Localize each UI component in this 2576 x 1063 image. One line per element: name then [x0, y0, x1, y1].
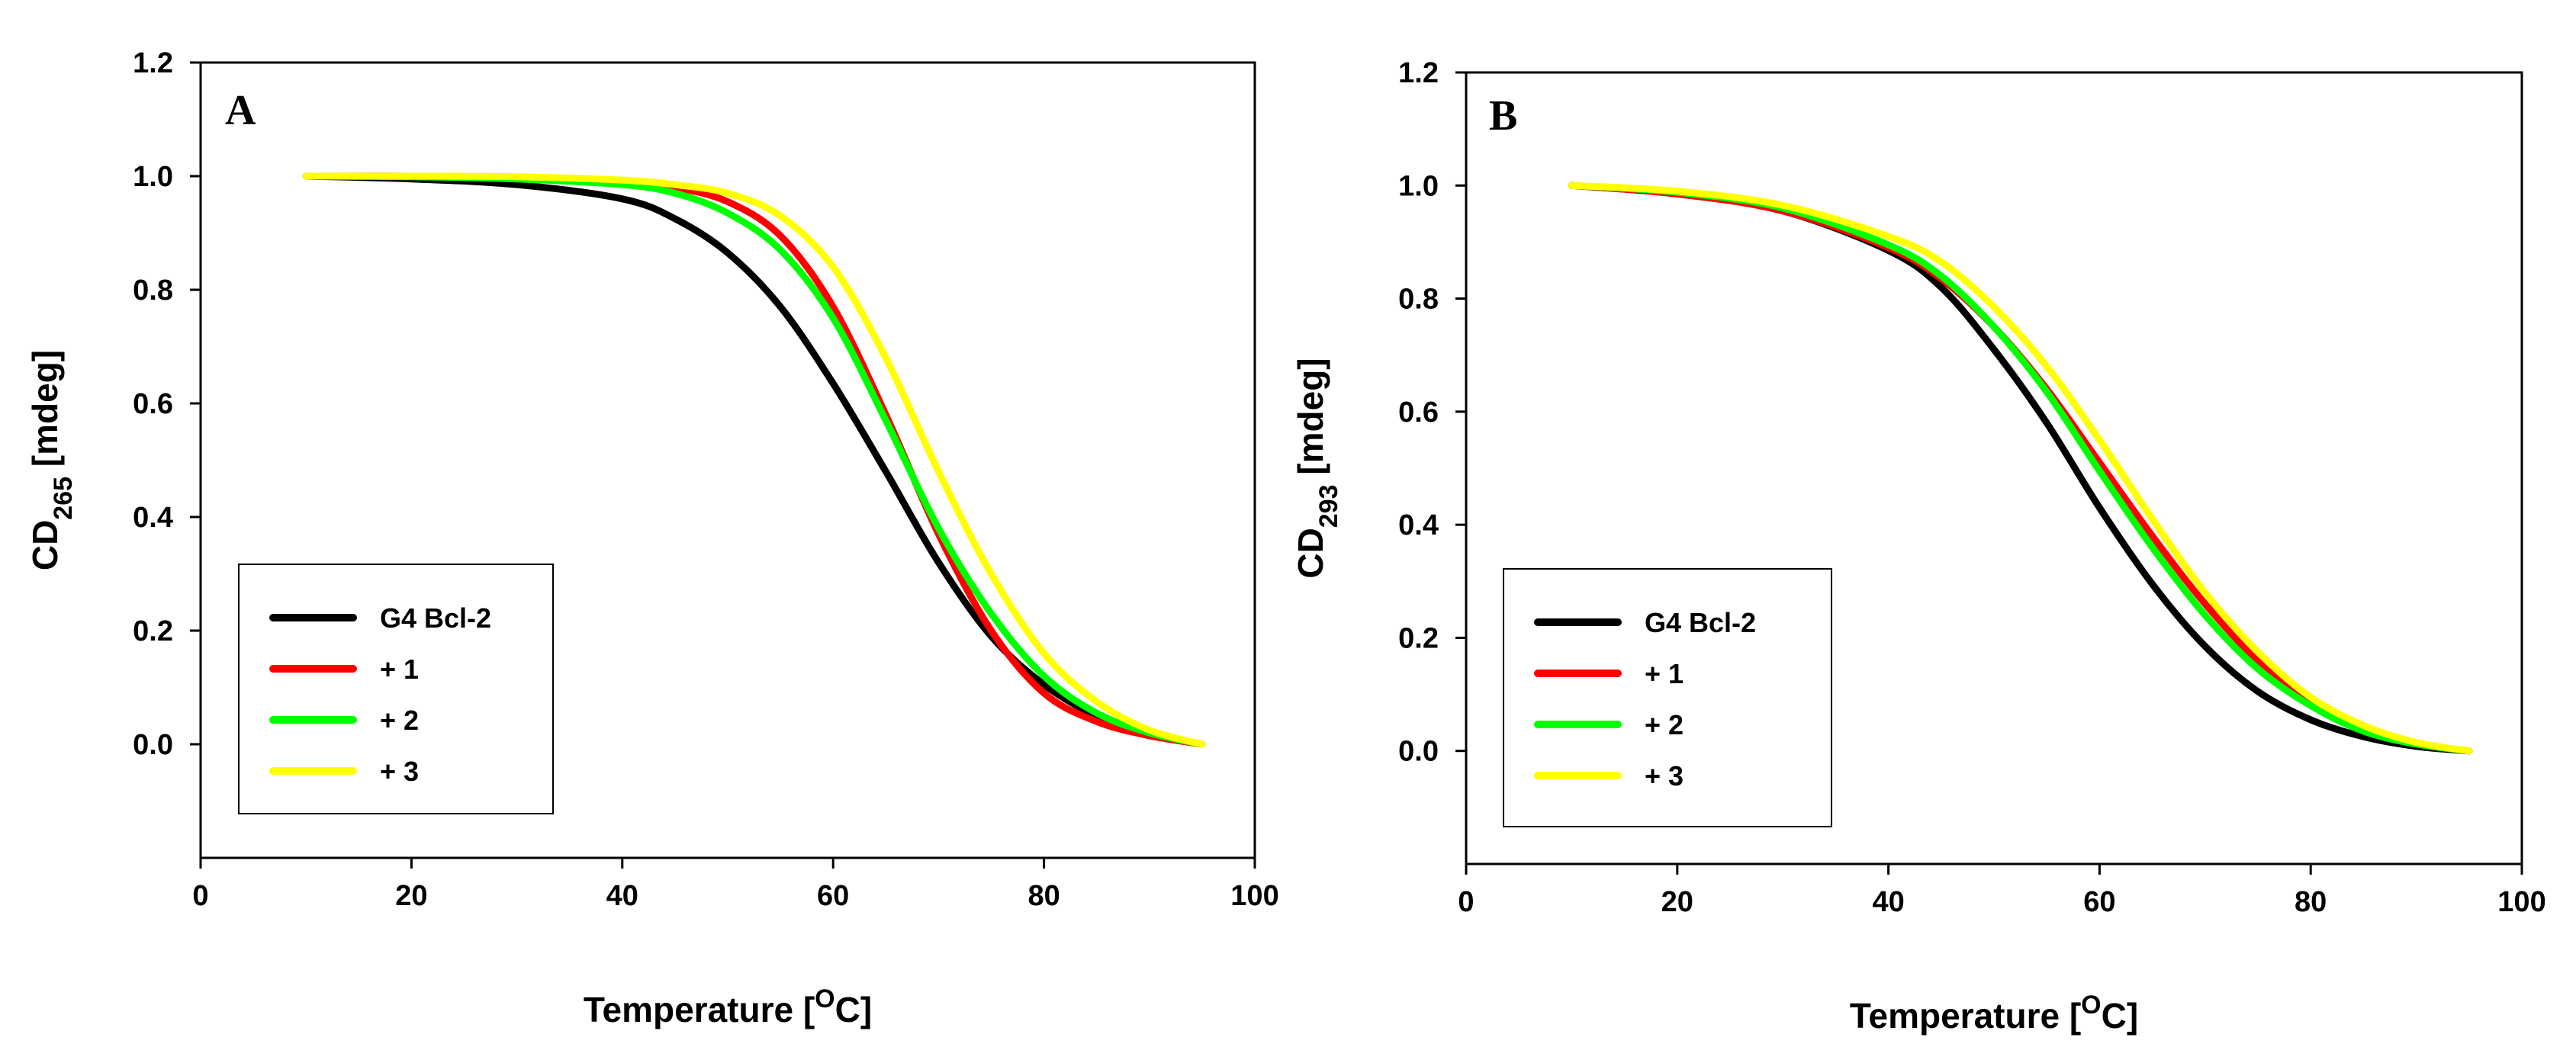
y-axis-title: CD293 [mdeg]: [1291, 358, 1343, 578]
plot-frame: [1465, 71, 2523, 865]
y-tick-label: 0.4: [1398, 509, 1439, 541]
y-tick-label: 1.0: [133, 161, 173, 193]
x-axis-title: Temperature [OC]: [584, 984, 872, 1029]
x-tick-label: 40: [606, 880, 638, 912]
x-tick-label: 60: [817, 880, 849, 912]
y-tick-label: 0.6: [133, 388, 173, 420]
legend-label: + 1: [1645, 658, 1684, 689]
x-tick-label: 0: [192, 880, 208, 912]
x-axis-title: Temperature [OC]: [1850, 991, 2138, 1036]
panel-letter: A: [225, 87, 256, 134]
legend-label: + 1: [380, 654, 419, 685]
legend-label: G4 Bcl-2: [1645, 607, 1756, 638]
legend-label: G4 Bcl-2: [380, 602, 491, 634]
y-tick-label: 1.2: [1398, 57, 1439, 89]
plot-frame: [199, 61, 1256, 859]
y-tick-label: 0.2: [1398, 622, 1439, 654]
y-tick-label: 0.0: [1398, 736, 1439, 768]
legend: G4 Bcl-2 + 1 + 2 + 3: [1503, 568, 1832, 827]
y-axis-title: CD265 [mdeg]: [25, 350, 78, 570]
y-tick-label: 0.4: [133, 502, 173, 534]
x-tick-label: 60: [2083, 886, 2115, 918]
legend-label: + 3: [1645, 760, 1684, 792]
legend-label: + 3: [380, 756, 419, 787]
legend: G4 Bcl-2 + 1 + 2 + 3: [238, 564, 554, 814]
x-tick-label: 20: [1661, 886, 1693, 918]
y-tick-label: 1.2: [133, 47, 173, 79]
y-tick-label: 1.0: [1398, 170, 1439, 202]
y-tick-label: 0.8: [133, 275, 173, 307]
panel-a: 0 20 40 60 80 100 0.0 0.2 0.4 0.6 0.8 1.0 1.2 Tempera…: [25, 47, 1279, 1029]
x-tick-label: 100: [1230, 880, 1278, 912]
x-tick-label: 80: [2295, 886, 2327, 918]
series-line: [1568, 181, 2473, 755]
x-tick-label: 40: [1872, 886, 1904, 918]
y-tick-label: 0.0: [133, 729, 173, 761]
series-line: [302, 172, 1206, 748]
series-line: [302, 172, 1206, 748]
x-tick-label: 0: [1458, 886, 1474, 918]
legend-box: [1503, 568, 1832, 827]
y-tick-label: 0.8: [1398, 284, 1439, 316]
x-tick-label: 80: [1028, 880, 1060, 912]
x-tick-label: 100: [2497, 886, 2545, 918]
y-tick-label: 0.6: [1398, 397, 1439, 429]
x-tick-label: 20: [395, 880, 427, 912]
y-tick-label: 0.2: [133, 615, 173, 647]
panel-letter: B: [1489, 92, 1517, 140]
panel-b: 0 20 40 60 80 100 0.0 0.2 0.4 0.6 0.8 1.0 1.2 Tempera…: [1291, 57, 2546, 1036]
legend-label: + 2: [1645, 709, 1684, 740]
legend-label: + 2: [380, 705, 419, 736]
